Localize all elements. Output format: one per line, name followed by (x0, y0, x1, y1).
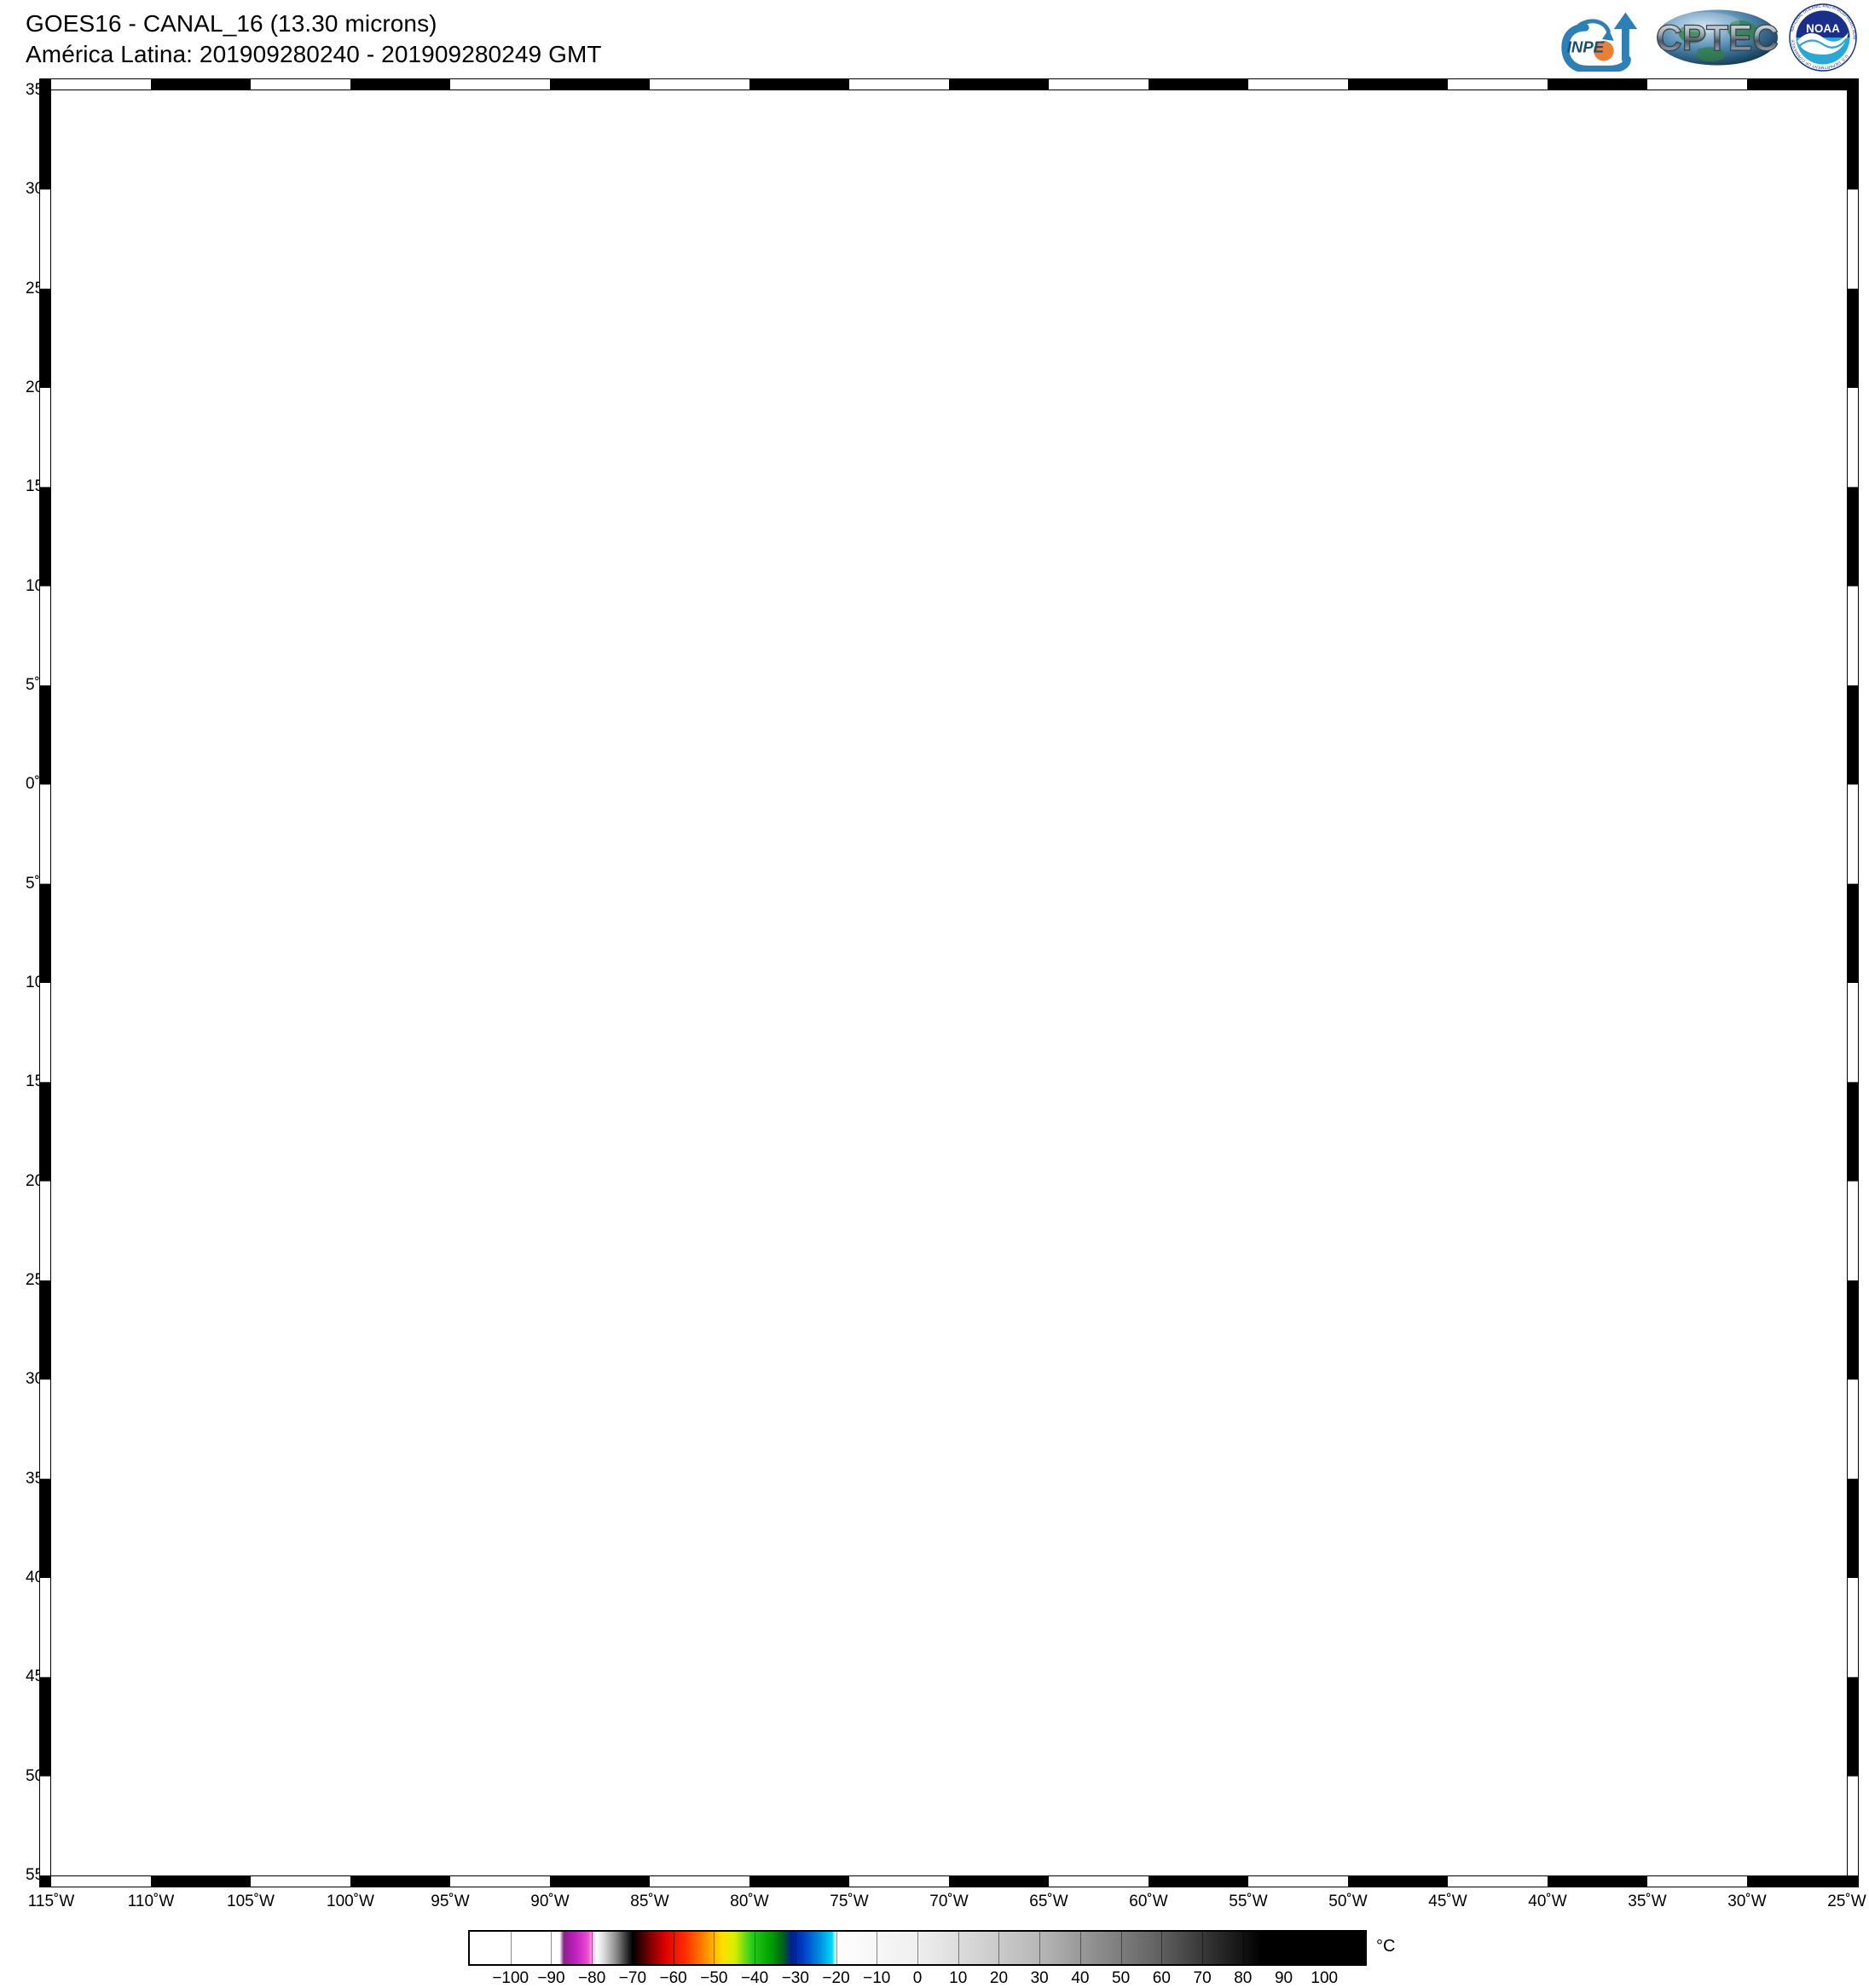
longitude-tick-label: 45˚W (1428, 1893, 1467, 1910)
longitude-tick-label: 90˚W (530, 1893, 570, 1910)
colorbar-tick-label: 30 (1030, 1969, 1049, 1987)
latitude-tick-label: 15˚N (26, 477, 61, 496)
colorbar-tick-label: −70 (618, 1969, 647, 1987)
longitude-tick-label: 115˚W (27, 1893, 75, 1910)
latitude-tick-label: 5˚N (26, 676, 52, 694)
map-frame (39, 78, 1859, 1887)
latitude-tick-label: 20˚N (26, 379, 61, 396)
latitude-tick-label: 15˚S (26, 1072, 61, 1091)
map-panel: 35˚N 30˚N 25˚N 20˚N 15˚N 10˚N 5˚N 0˚ 5˚S 10˚S 15˚S… (26, 78, 1866, 1910)
latitude-tick-label: 40˚S (26, 1569, 61, 1586)
colorbar-tick-label: 90 (1274, 1969, 1293, 1987)
latitude-tick-label: 30˚N (26, 180, 61, 199)
title-block: GOES16 - CANAL_16 (13.30 microns) Améric… (26, 9, 602, 71)
svg-text:CPTEC: CPTEC (1656, 18, 1779, 58)
longitude-tick-label: 100˚W (327, 1893, 374, 1910)
colorbar-tick-label: −80 (578, 1969, 606, 1987)
latitude-tick-label: 30˚S (26, 1370, 61, 1389)
longitude-tick-label: 70˚W (929, 1893, 969, 1910)
colorbar-swatch (468, 1930, 1367, 1966)
colorbar-tick-label: −90 (537, 1969, 565, 1987)
longitude-tick-label: 30˚W (1727, 1893, 1767, 1910)
longitude-tick-label: 25˚W (1827, 1893, 1866, 1910)
longitude-tick-label: 50˚W (1328, 1893, 1368, 1910)
colorbar-tick-label: 80 (1234, 1969, 1253, 1987)
header: GOES16 - CANAL_16 (13.30 microns) Améric… (0, 0, 1869, 78)
colorbar-unit-label: °C (1376, 1937, 1396, 1956)
longitude-tick-label: 110˚W (127, 1893, 175, 1910)
latitude-tick-label: 10˚N (26, 576, 61, 595)
longitude-tick-label: 95˚W (431, 1893, 470, 1910)
colorbar-gradient (470, 1932, 1365, 1964)
latitude-tick-label: 5˚S (26, 874, 51, 893)
colorbar-tick-label: 100 (1311, 1969, 1339, 1987)
latitude-tick-label: 35˚S (26, 1469, 61, 1488)
longitude-tick-label: 80˚W (730, 1893, 769, 1910)
colorbar-tick-label: 70 (1193, 1969, 1212, 1987)
longitude-tick-label: 35˚W (1628, 1893, 1667, 1910)
latitude-tick-label: 0˚ (26, 775, 40, 794)
longitude-tick-label: 55˚W (1229, 1893, 1268, 1910)
satellite-image[interactable] (51, 90, 1847, 1875)
colorbar-tick-label: −40 (740, 1969, 769, 1987)
latitude-tick-label: 45˚S (26, 1667, 61, 1686)
colorbar-tick-label: 50 (1112, 1969, 1131, 1987)
product-title: GOES16 - CANAL_16 (13.30 microns) (26, 10, 437, 37)
colorbar-tick-label: 40 (1071, 1969, 1090, 1987)
longitude-tick-label: 85˚W (630, 1893, 669, 1910)
longitude-tick-label: 65˚W (1029, 1893, 1068, 1910)
longitude-tick-label: 60˚W (1129, 1893, 1168, 1910)
logo-strip: INPE CPTEC (1554, 2, 1857, 73)
colorbar-tick-label: −30 (781, 1969, 809, 1987)
latitude-tick-label: 55˚S (26, 1866, 61, 1884)
colorbar-tick-label: 10 (949, 1969, 968, 1987)
longitude-tick-label: 75˚W (830, 1893, 869, 1910)
latitude-tick-label: 35˚N (26, 81, 61, 99)
colorbar-tick-label: −50 (700, 1969, 728, 1987)
colorbar-tick-label: −100 (492, 1969, 529, 1987)
cptec-logo: CPTEC (1656, 9, 1779, 66)
colorbar-tick-label: −60 (659, 1969, 687, 1987)
colorbar-tick-label: −20 (822, 1969, 850, 1987)
product-subtitle: América Latina: 201909280240 - 201909280… (26, 41, 602, 68)
colorbar-tick-label: 0 (912, 1969, 923, 1987)
noaa-logo: NOAA NATIONAL OCEANIC AND ATMOSPHERIC AD… (1789, 3, 1857, 72)
svg-text:INPE: INPE (1567, 38, 1605, 56)
latitude-tick-label: 10˚S (26, 974, 61, 991)
colorbar-tick-label: 20 (989, 1969, 1009, 1987)
longitude-tick-label: 40˚W (1528, 1893, 1567, 1910)
latitude-tick-label: 50˚S (26, 1766, 61, 1785)
latitude-tick-label: 20˚S (26, 1171, 61, 1190)
colorbar-panel: −100 −90 −80 −70 −60 −50 −40 −30 −20 −10 0 10 20 30 40… (0, 1918, 1869, 1987)
colorbar-tick-label: 60 (1152, 1969, 1171, 1987)
latitude-tick-label: 25˚S (26, 1271, 61, 1289)
colorbar-tick-label: −10 (863, 1969, 891, 1987)
longitude-tick-label: 105˚W (227, 1893, 275, 1910)
noaa-center-text: NOAA (1806, 22, 1840, 35)
latitude-tick-label: 25˚N (26, 279, 61, 298)
inpe-logo: INPE (1561, 12, 1638, 72)
